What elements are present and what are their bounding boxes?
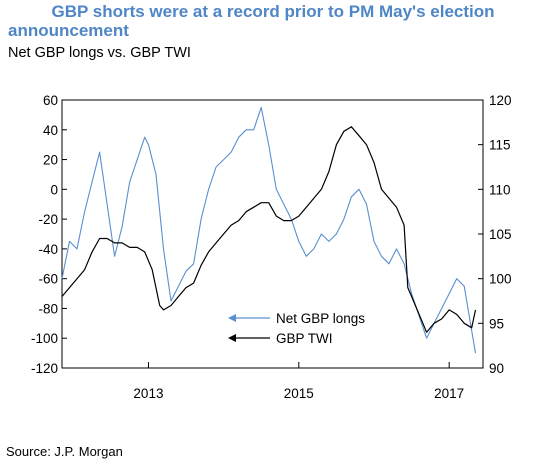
left-y-tick-label: 20 [43, 153, 58, 168]
left-y-tick-label: -120 [31, 361, 58, 376]
legend-arrow-net-gbp-longs [228, 314, 236, 322]
net-gbp-longs-line [61, 106, 477, 354]
left-y-tick-label: -60 [38, 272, 58, 287]
chart-subtitle: Net GBP longs vs. GBP TWI [8, 45, 191, 61]
left-y-tick-label: -20 [38, 212, 58, 227]
left-y-tick-label: 0 [50, 182, 58, 197]
right-y-tick-label: 115 [489, 138, 511, 153]
left-y-tick-label: -80 [38, 301, 58, 316]
legend-label-net-gbp-longs: Net GBP longs [276, 311, 365, 326]
right-y-tick-label: 95 [489, 316, 504, 331]
legend-label-gbp-twi: GBP TWI [276, 331, 333, 346]
chart-title-line-1: GBP shorts were at a record prior to PM … [51, 2, 495, 21]
chart-title-line-2: announcement [8, 21, 129, 40]
left-y-tick-label: -100 [31, 331, 58, 346]
left-y-tick-label: -40 [38, 242, 58, 257]
left-y-tick-label: 40 [43, 123, 58, 138]
right-y-axis: 120 115 110 105 100 95 90 [478, 93, 512, 376]
right-y-tick-label: 105 [489, 227, 512, 242]
chart-title: GBP shorts were at a record prior to PM … [8, 2, 538, 40]
left-y-axis: 60 40 20 0 -20 -40 -60 -80 -100 -120 [31, 93, 67, 376]
right-y-tick-label: 110 [489, 182, 511, 197]
right-y-tick-label: 120 [489, 93, 512, 108]
x-tick-label: 2015 [284, 386, 314, 401]
right-y-tick-label: 90 [489, 361, 504, 376]
legend: Net GBP longs GBP TWI [228, 311, 365, 346]
right-y-tick-label: 100 [489, 272, 512, 287]
left-y-tick-label: 60 [43, 93, 58, 108]
plot-frame [61, 99, 484, 369]
legend-arrow-gbp-twi [228, 334, 236, 342]
source-note: Source: J.P. Morgan [6, 444, 123, 459]
x-axis: 2013 2015 2017 [133, 362, 464, 401]
x-tick-label: 2017 [434, 386, 464, 401]
x-tick-label: 2013 [133, 386, 163, 401]
gbp-twi-line [61, 126, 477, 333]
series-layer [61, 106, 477, 354]
